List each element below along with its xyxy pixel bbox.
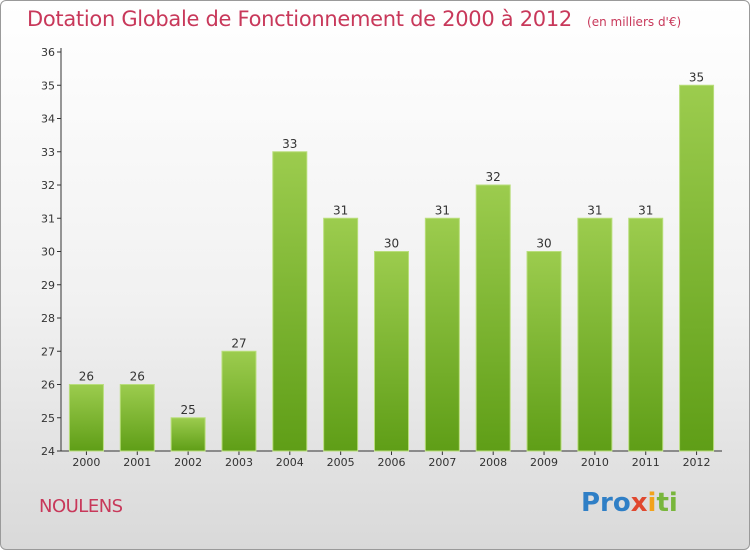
y-tick-label: 25 — [41, 412, 55, 425]
logo-part: x — [630, 488, 648, 518]
x-tick-label: 2006 — [378, 456, 406, 469]
y-tick-label: 30 — [41, 246, 55, 259]
x-tick-label: 2011 — [632, 456, 660, 469]
bar-value-label: 30 — [384, 237, 399, 251]
x-tick-label: 2010 — [581, 456, 609, 469]
y-axis: 24 25 26 27 28 29 30 31 32 33 34 35 36 — [41, 46, 62, 458]
x-tick-label: 2001 — [123, 456, 151, 469]
bar-value-label: 35 — [689, 70, 704, 84]
y-tick-label: 31 — [41, 212, 55, 225]
y-tick-label: 27 — [41, 345, 55, 358]
x-tick-label: 2005 — [327, 456, 355, 469]
title-row: Dotation Globale de Fonctionnement de 20… — [27, 7, 681, 31]
bar-value-label: 32 — [486, 170, 501, 184]
y-tick-label: 33 — [41, 146, 55, 159]
bar — [119, 384, 155, 452]
x-tick-label: 2004 — [276, 456, 304, 469]
y-tick-label: 32 — [41, 179, 55, 192]
x-tick-label: 2008 — [479, 456, 507, 469]
bar — [374, 251, 409, 452]
bar — [577, 217, 613, 452]
bar — [628, 217, 664, 452]
y-tick-label: 35 — [41, 79, 55, 92]
bar-value-label: 25 — [180, 403, 195, 417]
logo-part: Pro — [581, 488, 631, 518]
bar-value-label: 31 — [587, 203, 602, 217]
x-axis: 2000 2001 2002 2003 2004 2005 2006 2007 2008 2009… — [61, 450, 722, 469]
logo-part: i — [647, 488, 657, 518]
value-labels: 26 26 25 27 33 31 30 31 32 30 31 31 35 — [79, 70, 704, 417]
y-tick-label: 34 — [41, 113, 55, 126]
bar-value-label: 26 — [79, 370, 94, 384]
bar-value-label: 26 — [130, 370, 145, 384]
bar — [424, 217, 460, 452]
bar-value-label: 27 — [231, 336, 246, 350]
logo-part: ti — [656, 488, 678, 518]
bar — [68, 384, 104, 452]
chart-subtitle: (en milliers d'€) — [587, 15, 682, 29]
y-tick-label: 26 — [41, 379, 55, 392]
commune-name: NOULENS — [39, 496, 123, 517]
bar — [526, 251, 562, 452]
x-tick-label: 2000 — [72, 456, 100, 469]
chart-title: Dotation Globale de Fonctionnement de 20… — [27, 7, 572, 31]
y-tick-label: 29 — [41, 279, 55, 292]
bar — [475, 184, 511, 452]
x-tick-label: 2009 — [530, 456, 558, 469]
bar — [221, 350, 257, 452]
bar-value-label: 31 — [333, 203, 348, 217]
x-tick-label: 2003 — [225, 456, 253, 469]
x-tick-label: 2002 — [174, 456, 202, 469]
bar — [679, 84, 715, 452]
bar-value-label: 33 — [282, 137, 297, 151]
y-tick-label: 24 — [41, 445, 55, 458]
bar — [323, 217, 359, 452]
x-tick-label: 2007 — [428, 456, 456, 469]
proxiti-logo: Proxiti — [581, 488, 678, 518]
bar — [272, 151, 308, 452]
x-tick-label: 2012 — [683, 456, 711, 469]
bar-value-label: 31 — [435, 203, 450, 217]
bars — [68, 84, 715, 452]
y-tick-label: 36 — [41, 46, 55, 59]
bar — [170, 417, 206, 452]
y-tick-label: 28 — [41, 312, 55, 325]
bar-value-label: 31 — [638, 203, 653, 217]
bar-value-label: 30 — [536, 237, 551, 251]
